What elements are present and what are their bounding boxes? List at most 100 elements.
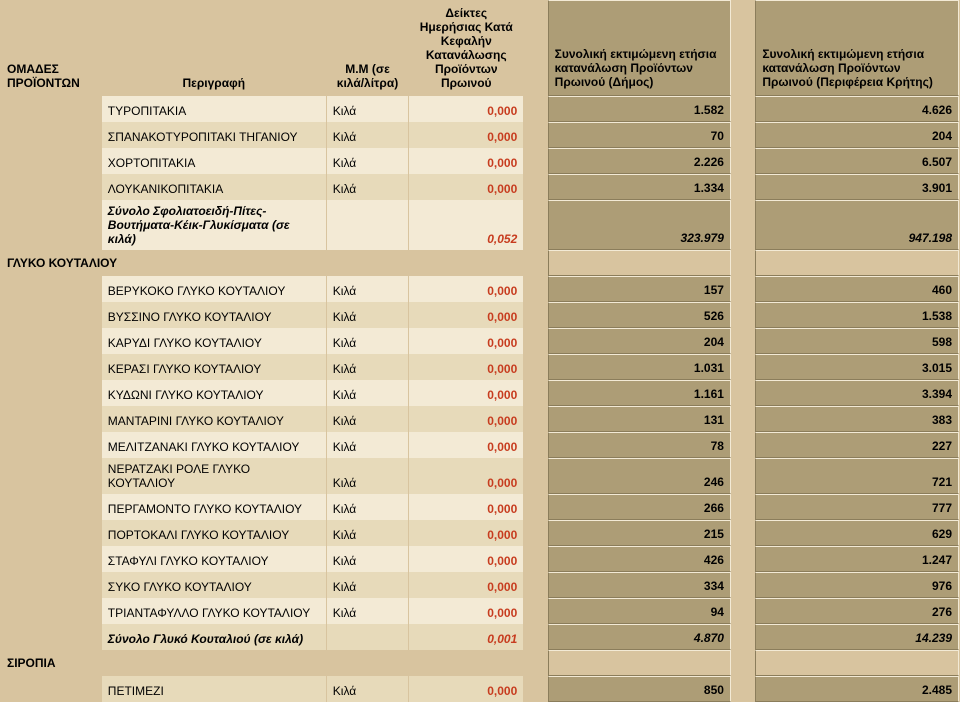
table-row: ΠΕΡΓΑΜΟΝΤΟ ΓΛΥΚΟ ΚΟΥΤΑΛΙΟΥΚιλά0,00026677… (1, 494, 959, 520)
cell-dimos: 426 (548, 546, 731, 572)
cell-region: 976 (755, 572, 959, 598)
cell-region: 3.394 (755, 380, 959, 406)
cell-region: 4.626 (755, 96, 959, 122)
table-row: ΚΕΡΑΣΙ ΓΛΥΚΟ ΚΟΥΤΑΛΙΟΥΚιλά0,0001.0313.01… (1, 354, 959, 380)
cell-group (1, 676, 101, 702)
cell-dimos: 2.226 (548, 148, 731, 174)
cell-group (1, 96, 101, 122)
cell-index: 0,000 (409, 494, 523, 520)
cell-group (1, 174, 101, 200)
cell-region: 14.239 (755, 624, 959, 650)
cell-region: 629 (755, 520, 959, 546)
cell-region (755, 250, 959, 276)
cell-index: 0,052 (409, 200, 523, 250)
table-row: ΠΕΤΙΜΕΖΙΚιλά0,0008502.485 (1, 676, 959, 702)
cell-unit: Κιλά (327, 354, 408, 380)
cell-index: 0,000 (409, 96, 523, 122)
cell-unit: Κιλά (327, 572, 408, 598)
cell-dimos: 1.334 (548, 174, 731, 200)
cell-unit: Κιλά (327, 676, 408, 702)
cell-desc: ΣΤΑΦΥΛΙ ΓΛΥΚΟ ΚΟΥΤΑΛΙΟΥ (102, 546, 326, 572)
cell-dimos: 131 (548, 406, 731, 432)
cell-unit: Κιλά (327, 96, 408, 122)
table-row: ΧΟΡΤΟΠΙΤΑΚΙΑΚιλά0,0002.2266.507 (1, 148, 959, 174)
cell-region: 6.507 (755, 148, 959, 174)
cell-region: 2.485 (755, 676, 959, 702)
cell-unit: Κιλά (327, 598, 408, 624)
cell-group (1, 546, 101, 572)
cell-index: 0,000 (409, 458, 523, 494)
cell-dimos: 246 (548, 458, 731, 494)
cell-dimos: 526 (548, 302, 731, 328)
cell-desc: ΜΕΛΙΤΖΑΝΑΚΙ ΓΛΥΚΟ ΚΟΥΤΑΛΙΟΥ (102, 432, 326, 458)
cell-desc: ΚΑΡΥΔΙ ΓΛΥΚΟ ΚΟΥΤΑΛΙΟΥ (102, 328, 326, 354)
cell-unit: Κιλά (327, 148, 408, 174)
cell-dimos: 1.161 (548, 380, 731, 406)
col-spacer-1 (524, 0, 546, 96)
cell-unit: Κιλά (327, 302, 408, 328)
cell-group (1, 328, 101, 354)
cell-group (1, 520, 101, 546)
cell-unit: Κιλά (327, 520, 408, 546)
cell-region: 204 (755, 122, 959, 148)
cell-dimos: 94 (548, 598, 731, 624)
table-row: ΣΥΚΟ ΓΛΥΚΟ ΚΟΥΤΑΛΙΟΥΚιλά0,000334976 (1, 572, 959, 598)
cell-unit: Κιλά (327, 494, 408, 520)
table-row: ΣΙΡΟΠΙΑ (1, 650, 959, 676)
cell-group (1, 406, 101, 432)
cell-index: 0,000 (409, 148, 523, 174)
cell-unit (327, 624, 408, 650)
cell-region (755, 650, 959, 676)
table-row: ΜΕΛΙΤΖΑΝΑΚΙ ΓΛΥΚΟ ΚΟΥΤΑΛΙΟΥΚιλά0,0007822… (1, 432, 959, 458)
cell-group (1, 494, 101, 520)
cell-index: 0,001 (409, 624, 523, 650)
table-row: ΣΤΑΦΥΛΙ ΓΛΥΚΟ ΚΟΥΤΑΛΙΟΥΚιλά0,0004261.247 (1, 546, 959, 572)
table-row: ΒΥΣΣΙΝΟ ΓΛΥΚΟ ΚΟΥΤΑΛΙΟΥΚιλά0,000 526 1.538 (1, 302, 959, 328)
cell-dimos: 266 (548, 494, 731, 520)
cell-desc: ΛΟΥΚΑΝΙΚΟΠΙΤΑΚΙΑ (102, 174, 326, 200)
cell-desc: ΚΕΡΑΣΙ ΓΛΥΚΟ ΚΟΥΤΑΛΙΟΥ (102, 354, 326, 380)
group-label: ΣΙΡΟΠΙΑ (1, 650, 523, 676)
cell-desc: ΠΕΤΙΜΕΖΙ (102, 676, 326, 702)
cell-group (1, 276, 101, 302)
cell-group (1, 148, 101, 174)
cell-dimos: 70 (548, 122, 731, 148)
col-head-desc: Περιγραφή (102, 0, 326, 96)
cell-dimos: 850 (548, 676, 731, 702)
cell-group (1, 458, 101, 494)
cell-region: 276 (755, 598, 959, 624)
table-row: ΒΕΡΥΚΟΚΟ ΓΛΥΚΟ ΚΟΥΤΑΛΙΟΥΚιλά0,000157460 (1, 276, 959, 302)
table-row: ΝΕΡΑΤΖΑΚΙ ΡΟΛΕ ΓΛΥΚΟ ΚΟΥΤΑΛΙΟΥΚιλά0,0002… (1, 458, 959, 494)
cell-index: 0,000 (409, 174, 523, 200)
cell-index: 0,000 (409, 328, 523, 354)
cell-group (1, 122, 101, 148)
cell-region: 721 (755, 458, 959, 494)
table-body: ΤΥΡΟΠΙΤΑΚΙΑΚιλά0,0001.5824.626ΣΠΑΝΑΚΟΤΥΡ… (1, 96, 959, 702)
table-row: ΚΥΔΩΝΙ ΓΛΥΚΟ ΚΟΥΤΑΛΙΟΥΚιλά0,0001.1613.39… (1, 380, 959, 406)
cell-region: 3.901 (755, 174, 959, 200)
cell-desc: ΚΥΔΩΝΙ ΓΛΥΚΟ ΚΟΥΤΑΛΙΟΥ (102, 380, 326, 406)
cell-region: 947.198 (755, 200, 959, 250)
group-label: ΓΛΥΚΟ ΚΟΥΤΑΛΙΟΥ (1, 250, 523, 276)
col-head-group: ΟΜΑΔΕΣ ΠΡΟΪΟΝΤΩΝ (1, 0, 101, 96)
cell-index: 0,000 (409, 276, 523, 302)
cell-dimos: 215 (548, 520, 731, 546)
cell-desc: ΒΥΣΣΙΝΟ ΓΛΥΚΟ ΚΟΥΤΑΛΙΟΥ (102, 302, 326, 328)
table-row: Σύνολο Σφολιατοειδή-Πίτες-Βουτήματα-Κέικ… (1, 200, 959, 250)
table-row: ΓΛΥΚΟ ΚΟΥΤΑΛΙΟΥ (1, 250, 959, 276)
cell-group (1, 572, 101, 598)
cell-desc: ΤΡΙΑΝΤΑΦΥΛΛΟ ΓΛΥΚΟ ΚΟΥΤΑΛΙΟΥ (102, 598, 326, 624)
col-spacer-2 (732, 0, 754, 96)
products-table: ΟΜΑΔΕΣ ΠΡΟΪΟΝΤΩΝ Περιγραφή Μ.Μ (σε κιλά/… (0, 0, 960, 702)
cell-group (1, 380, 101, 406)
col-head-unit: Μ.Μ (σε κιλά/λίτρα) (327, 0, 408, 96)
cell-index: 0,000 (409, 572, 523, 598)
cell-index: 0,000 (409, 302, 523, 328)
cell-region: 227 (755, 432, 959, 458)
cell-desc: ΠΕΡΓΑΜΟΝΤΟ ΓΛΥΚΟ ΚΟΥΤΑΛΙΟΥ (102, 494, 326, 520)
cell-unit (327, 200, 408, 250)
cell-region: 1.538 (755, 302, 959, 328)
cell-region: 383 (755, 406, 959, 432)
cell-index: 0,000 (409, 520, 523, 546)
cell-desc: Σύνολο Σφολιατοειδή-Πίτες-Βουτήματα-Κέικ… (102, 200, 326, 250)
